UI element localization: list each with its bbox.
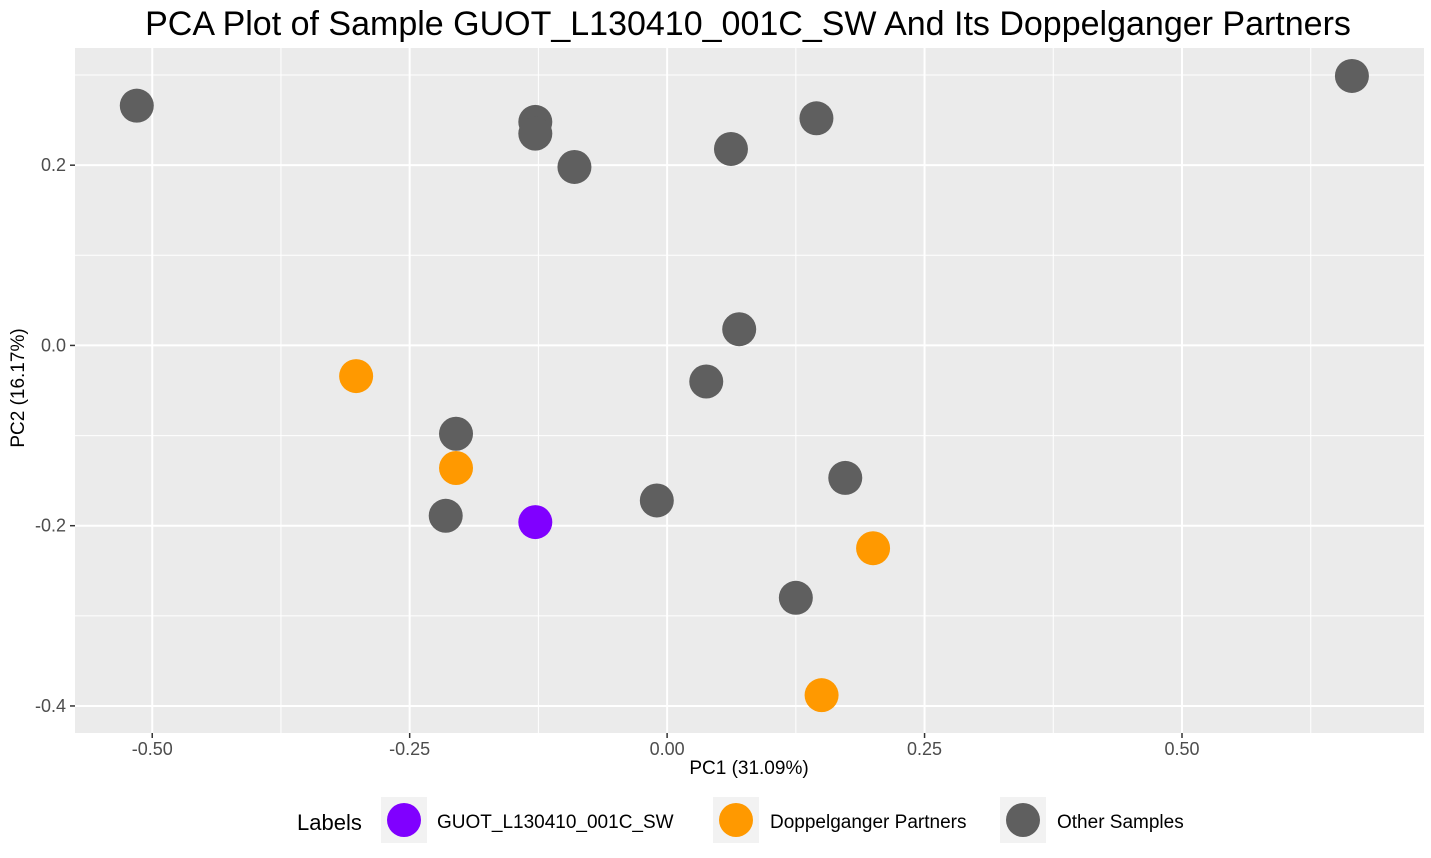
y-axis-ticks: -0.4 -0.2 0.0 0.2 bbox=[35, 155, 75, 716]
data-point bbox=[439, 451, 474, 486]
legend-key-swatch bbox=[1006, 803, 1040, 837]
data-point bbox=[722, 312, 757, 347]
legend-key-swatch bbox=[719, 803, 753, 837]
x-tick-label: 0.50 bbox=[1164, 739, 1199, 759]
data-point bbox=[856, 531, 891, 566]
grid-lines bbox=[75, 48, 1424, 733]
data-point bbox=[339, 359, 374, 394]
data-point bbox=[713, 131, 748, 166]
data-point bbox=[518, 505, 553, 540]
y-tick-label: -0.4 bbox=[35, 696, 66, 716]
data-point bbox=[799, 101, 834, 136]
data-point bbox=[439, 416, 474, 451]
data-point bbox=[778, 580, 813, 615]
data-point bbox=[1334, 58, 1369, 93]
legend-label: GUOT_L130410_001C_SW bbox=[437, 812, 674, 833]
y-tick-label: 0.0 bbox=[41, 335, 66, 355]
x-tick-label: -0.50 bbox=[132, 739, 173, 759]
data-points bbox=[119, 58, 1369, 713]
x-tick-label: 0.00 bbox=[650, 739, 685, 759]
legend-items: GUOT_L130410_001C_SW Doppelganger Partner… bbox=[381, 797, 1184, 843]
data-point bbox=[639, 483, 674, 518]
data-point bbox=[428, 498, 463, 533]
data-point bbox=[828, 460, 863, 495]
x-axis-label: PC1 (31.09%) bbox=[689, 758, 808, 779]
data-point bbox=[557, 149, 592, 184]
legend-key-swatch bbox=[387, 803, 421, 837]
chart-title: PCA Plot of Sample GUOT_L130410_001C_SW … bbox=[145, 5, 1351, 43]
data-point bbox=[518, 116, 553, 151]
x-axis-ticks: -0.50 -0.25 0.00 0.25 0.50 bbox=[132, 733, 1200, 759]
legend-title: Labels bbox=[297, 810, 362, 835]
x-tick-label: 0.25 bbox=[907, 739, 942, 759]
x-tick-label: -0.25 bbox=[389, 739, 430, 759]
y-tick-label: -0.2 bbox=[35, 516, 66, 536]
legend-label: Doppelganger Partners bbox=[770, 812, 966, 833]
plot-panel bbox=[75, 48, 1424, 733]
data-point bbox=[689, 364, 724, 399]
legend: Labels GUOT_L130410_001C_SW Doppelganger … bbox=[297, 797, 1184, 843]
data-point bbox=[119, 88, 154, 123]
y-tick-label: 0.2 bbox=[41, 155, 66, 175]
y-axis-label: PC2 (16.17%) bbox=[8, 328, 29, 447]
legend-label: Other Samples bbox=[1057, 812, 1184, 833]
data-point bbox=[804, 678, 839, 713]
